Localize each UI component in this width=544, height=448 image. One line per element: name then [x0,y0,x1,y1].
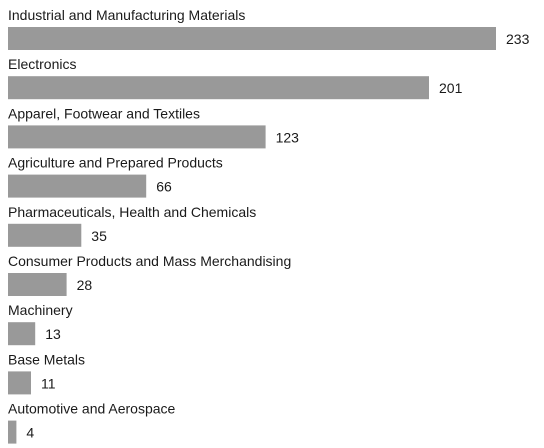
category-label: Industrial and Manufacturing Materials [8,7,245,23]
value-label: 4 [26,425,34,441]
bar [8,76,429,100]
category-label: Apparel, Footwear and Textiles [8,105,200,121]
value-label: 11 [41,375,56,391]
bar [8,420,17,444]
category-label: Base Metals [8,351,85,367]
value-label: 66 [156,179,172,195]
bar [8,371,31,395]
value-label: 28 [77,277,93,293]
category-label: Automotive and Aerospace [8,401,176,417]
category-label: Electronics [8,56,76,72]
bar [8,322,36,346]
value-label: 233 [506,31,530,47]
value-label: 201 [439,80,463,96]
value-label: 123 [276,129,300,145]
category-label: Agriculture and Prepared Products [8,155,223,171]
bar [8,223,82,247]
bar [8,27,496,50]
bar [8,125,266,149]
category-label: Machinery [8,302,73,318]
value-label: 13 [45,326,61,342]
category-label: Pharmaceuticals, Health and Chemicals [8,204,256,220]
value-label: 35 [91,228,107,244]
bar [8,174,147,198]
bar [8,273,67,296]
category-label: Consumer Products and Mass Merchandising [8,253,291,269]
